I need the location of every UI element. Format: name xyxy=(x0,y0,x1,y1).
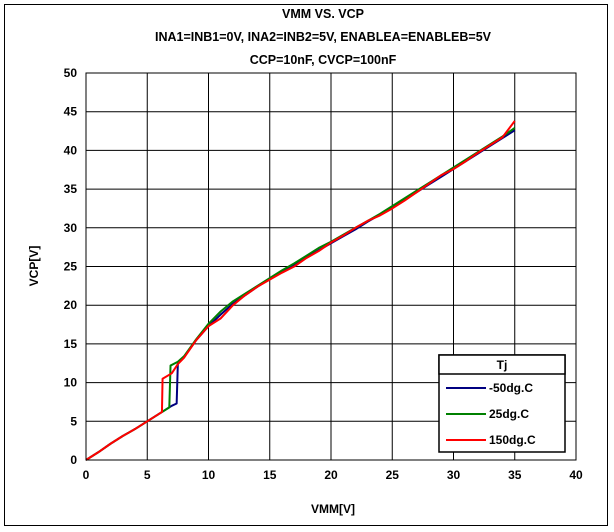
x-tick-label: 15 xyxy=(263,468,277,482)
legend-title-box xyxy=(438,354,566,375)
y-tick-label: 5 xyxy=(70,414,77,428)
legend-label-1: -50dg.C xyxy=(489,381,533,395)
y-tick-label: 0 xyxy=(70,453,77,467)
chart-title-line-3: CCP=10nF, CVCP=100nF xyxy=(250,53,397,67)
series-lines xyxy=(85,120,516,461)
y-tick-label: 40 xyxy=(64,143,78,157)
x-axis-label: VMM[V] xyxy=(311,502,355,516)
series-line-3 xyxy=(85,120,516,461)
x-tick-label: 25 xyxy=(386,468,400,482)
y-tick-label: 45 xyxy=(64,105,78,119)
legend-title: Tj xyxy=(497,358,508,372)
y-tick-label: 30 xyxy=(64,221,78,235)
y-tick-label: 20 xyxy=(64,298,78,312)
x-tick-label: 20 xyxy=(324,468,338,482)
x-tick-label: 35 xyxy=(508,468,522,482)
chart-title-line-2: INA1=INB1=0V, INA2=INB2=5V, ENABLEA=ENAB… xyxy=(155,30,492,44)
y-axis-label: VCP[V] xyxy=(27,246,41,287)
plot-area xyxy=(85,72,577,461)
y-tick-label: 50 xyxy=(64,66,78,80)
ticks: 0 5 10 15 20 25 30 35 40 0 5 10 15 20 25 30 35 40 45 50 xyxy=(64,66,583,482)
x-tick-label: 5 xyxy=(144,468,151,482)
y-tick-label: 10 xyxy=(64,376,78,390)
y-tick-label: 25 xyxy=(64,260,78,274)
legend-label-2: 25dg.C xyxy=(489,407,529,421)
x-tick-label: 0 xyxy=(83,468,90,482)
legend: Tj -50dg.C 25dg.C 150dg.C xyxy=(438,354,566,453)
x-tick-label: 40 xyxy=(569,468,583,482)
y-tick-label: 35 xyxy=(64,182,78,196)
y-tick-label: 15 xyxy=(64,337,78,351)
x-tick-label: 30 xyxy=(447,468,461,482)
x-tick-label: 10 xyxy=(202,468,216,482)
legend-label-3: 150dg.C xyxy=(489,433,536,447)
chart-title-line-1: VMM VS. VCP xyxy=(282,7,364,21)
